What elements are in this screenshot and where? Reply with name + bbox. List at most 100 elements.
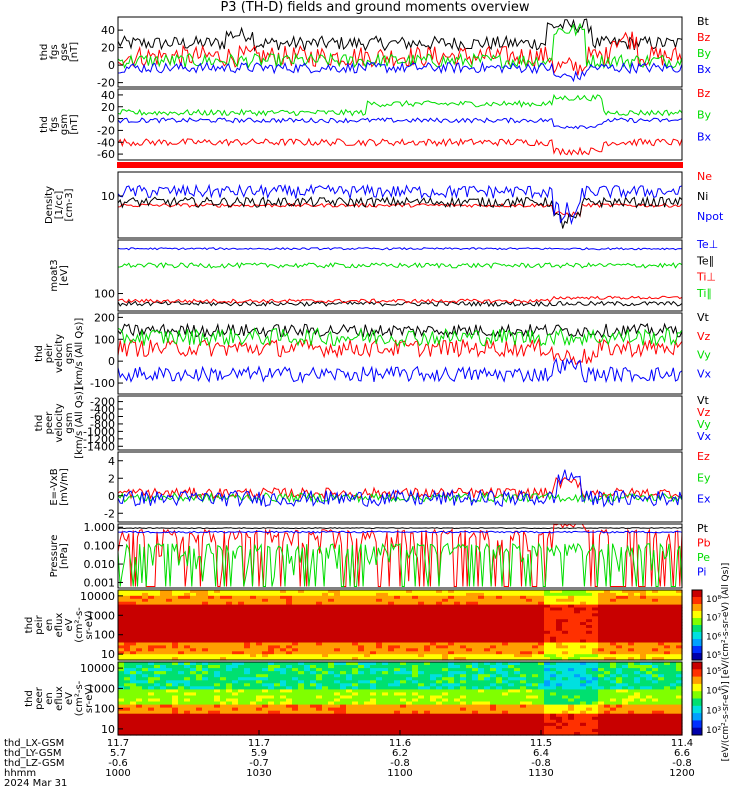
spectrogram-cell (250, 654, 257, 658)
spectrogram-cell (598, 642, 605, 646)
spectrogram-cell (472, 622, 479, 626)
spectrogram-cell (592, 674, 599, 678)
spectrogram-cell (304, 716, 311, 721)
spectrogram-cell (598, 630, 605, 635)
spectrogram-cell (556, 692, 563, 696)
spectrogram-cell (514, 732, 521, 736)
spectrogram-cell (370, 625, 377, 629)
spectrogram-cell (238, 598, 245, 603)
spectrogram-cell (592, 689, 599, 693)
spectrogram-cell (514, 686, 521, 690)
spectrogram-cell (298, 725, 305, 730)
spectrogram-cell (268, 636, 275, 641)
spectrogram-cell (214, 686, 221, 690)
spectrogram-cell (394, 630, 401, 635)
spectrogram-cell (490, 636, 497, 641)
spectrogram-cell (202, 622, 209, 626)
colorbar-segment (692, 649, 702, 652)
spectrogram-cell (382, 689, 389, 693)
spectrogram-cell (448, 610, 455, 614)
spectrogram-cell (628, 695, 635, 700)
legend-label: Te⊥ (696, 238, 718, 251)
spectrogram-cell (196, 713, 203, 718)
spectrogram-cell (142, 619, 149, 623)
spectrogram-cell (454, 716, 461, 721)
spectrogram-cell (310, 616, 317, 620)
spectrogram-cell (286, 610, 293, 614)
spectrogram-cell (388, 725, 395, 730)
spectrogram-cell (256, 610, 263, 614)
spectrogram-cell (160, 692, 167, 696)
spectrogram-cell (142, 722, 149, 727)
spectrogram-cell (178, 651, 185, 655)
spectrogram-cell (340, 665, 347, 669)
spectrogram-cell (586, 695, 593, 700)
spectrogram-cell (286, 607, 293, 611)
spectrogram-cell (214, 601, 221, 606)
spectrogram-cell (322, 633, 329, 638)
spectrogram-cell (256, 619, 263, 623)
spectrogram-cell (604, 668, 611, 672)
spectrogram-cell (238, 654, 245, 658)
spectrogram-cell (280, 698, 287, 703)
spectrogram-cell (640, 607, 647, 611)
spectrogram-cell (220, 622, 227, 626)
spectrogram-cell (118, 627, 125, 632)
spectrogram-cell (358, 592, 365, 597)
spectrogram-cell (460, 686, 467, 690)
spectrogram-cell (376, 662, 383, 666)
y-axis-label: [1/cc] (54, 191, 65, 220)
spectrogram-cell (190, 654, 197, 658)
spectrogram-cell (670, 732, 677, 736)
spectrogram-cell (304, 642, 311, 646)
spectrogram-cell (604, 592, 611, 597)
spectrogram-cell (322, 680, 329, 684)
spectrogram-cell (622, 710, 629, 715)
spectrogram-cell (364, 713, 371, 718)
spectrogram-cell (208, 710, 215, 715)
spectrogram-cell (244, 707, 251, 712)
spectrogram-cell (448, 677, 455, 681)
spectrogram-cell (676, 686, 683, 690)
spectrogram-cell (568, 680, 575, 684)
spectrogram-cell (670, 716, 677, 721)
spectrogram-cell (472, 636, 479, 641)
spectrogram-cell (184, 686, 191, 690)
spectrogram-cell (364, 645, 371, 649)
spectrogram-cell (364, 590, 371, 594)
spectrogram-cell (148, 680, 155, 684)
spectrogram-cell (232, 704, 239, 709)
spectrogram-cell (376, 722, 383, 727)
spectrogram-cell (592, 607, 599, 611)
spectrogram-cell (544, 622, 551, 626)
spectrogram-cell (574, 642, 581, 646)
spectrogram-cell (244, 719, 251, 724)
legend-label: Npot (697, 210, 724, 223)
spectrogram-cell (184, 689, 191, 693)
spectrogram-cell (310, 651, 317, 655)
spectrogram-cell (226, 665, 233, 669)
spectrogram-cell (298, 692, 305, 696)
spectrogram-cell (184, 651, 191, 655)
spectrogram-cell (262, 668, 269, 672)
spectrogram-cell (598, 627, 605, 632)
colorbar-segment (692, 718, 702, 721)
spectrogram-cell (484, 677, 491, 681)
panel-frame (117, 523, 683, 589)
spectrogram-cell (286, 651, 293, 655)
spectrogram-cell (370, 657, 377, 661)
spectrogram-cell (574, 645, 581, 649)
spectrogram-cell (154, 728, 161, 733)
spectrogram-cell (136, 698, 143, 703)
spectrogram-cell (406, 710, 413, 715)
y-tick-label: 10 (101, 190, 115, 203)
spectrogram-cell (430, 719, 437, 724)
spectrogram-cell (418, 601, 425, 606)
spectrogram-cell (532, 692, 539, 696)
spectrogram-cell (256, 671, 263, 675)
spectrogram-cell (466, 668, 473, 672)
spectrogram-cell (448, 636, 455, 641)
spectrogram-cell (250, 671, 257, 675)
spectrogram-cell (424, 662, 431, 666)
spectrogram-cell (508, 601, 515, 606)
